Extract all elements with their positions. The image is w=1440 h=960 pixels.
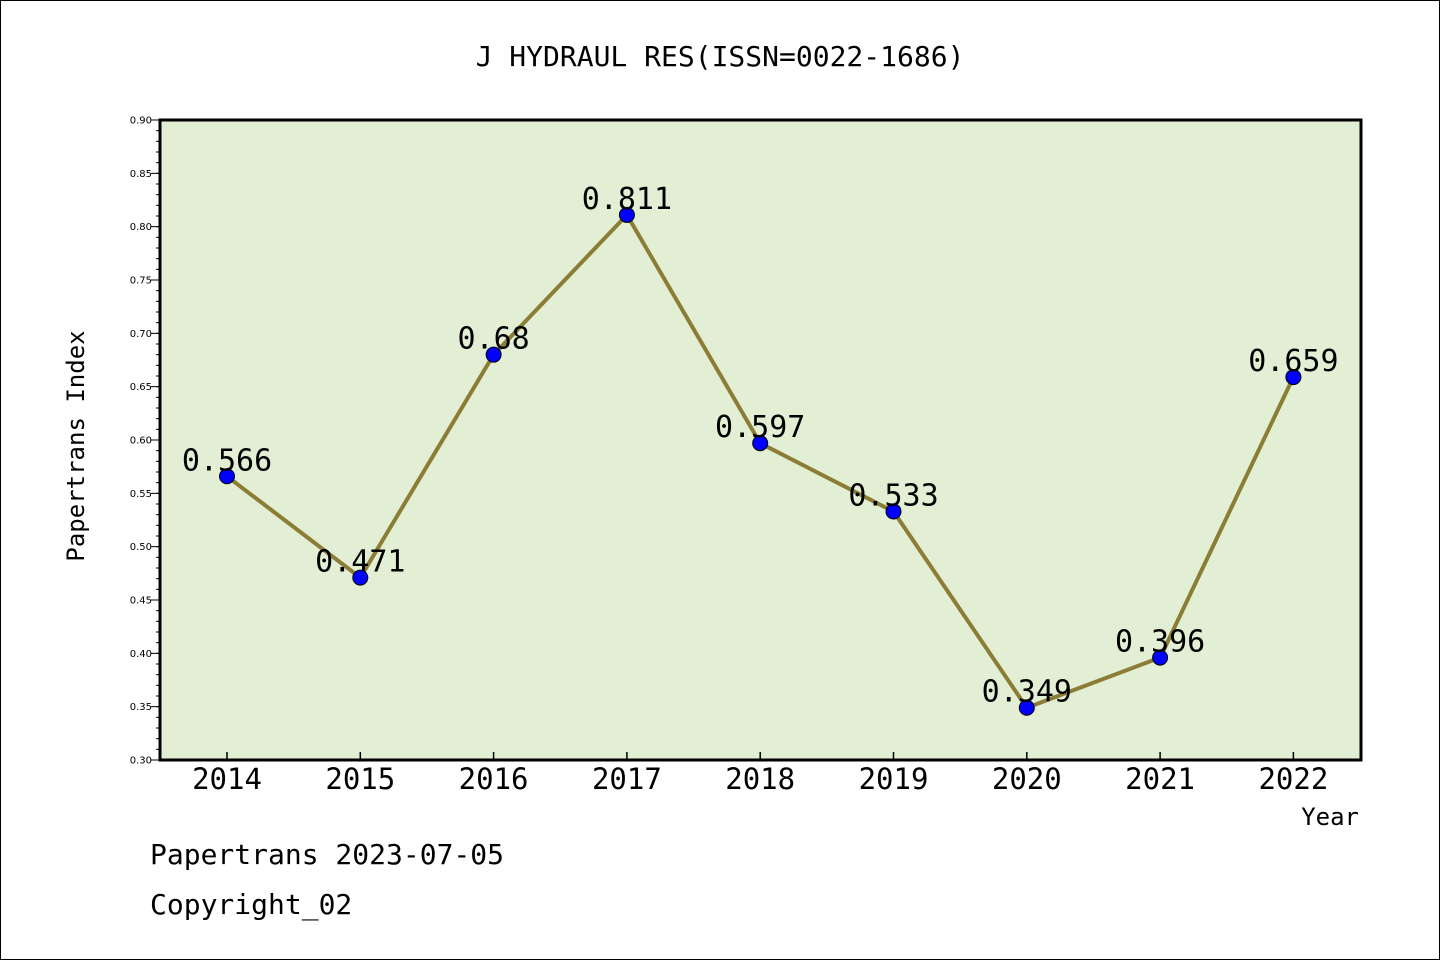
y-tick-label: 0.60 [130,436,152,447]
y-tick-labels: 0.30 0.35 0.40 0.45 0.50 0.55 0.60 0.65 0.70 0.75… [130,116,152,767]
x-tick-label: 2018 [725,762,795,796]
y-tick-label: 0.45 [130,596,152,607]
x-tick-label: 2017 [592,762,662,796]
y-axis-label: Papertrans Index [62,330,90,561]
data-points [219,206,1302,716]
y-tick-label: 0.85 [130,169,152,180]
data-point-2014 [219,468,235,485]
plot-border [158,118,1363,762]
y-tick-label: 0.90 [130,116,152,127]
x-axis-label: Year [1301,803,1359,831]
data-label-2014: 0.566 [182,443,272,478]
y-tick-label: 0.40 [130,649,152,660]
footer-copyright: Copyright_02 [150,888,352,922]
data-point-2021 [1152,649,1169,666]
data-point-2017 [618,206,635,223]
x-tick-label: 2016 [459,762,529,796]
data-point-2018 [752,435,769,452]
x-tick-label: 2021 [1125,762,1195,796]
y-tick-label: 0.75 [130,276,152,287]
x-tick-label: 2020 [992,762,1062,796]
data-point-2022 [1285,369,1302,386]
x-tick-label: 2015 [325,762,395,796]
data-label-2019: 0.533 [848,478,938,513]
y-tick-label: 0.55 [130,489,152,500]
data-label-2015: 0.471 [315,545,405,580]
footer-source: Papertrans 2023-07-05 [150,838,504,871]
x-tick-label: 2022 [1258,762,1328,796]
y-tick-label: 0.65 [130,382,152,393]
data-label-2021: 0.396 [1115,625,1205,660]
data-labels: 0.566 0.471 0.68 0.811 0.597 0.533 0.349 0.396 0… [182,182,1339,710]
x-tick-labels: 2014 2015 2016 2017 2018 2019 2020 2021 2022 [192,762,1328,796]
y-tick-label: 0.70 [130,329,152,340]
data-label-2017: 0.811 [582,182,672,217]
x-tick-label: 2019 [859,762,929,796]
data-label-2018: 0.597 [715,410,805,445]
y-tick-label: 0.35 [130,702,152,713]
x-tick-label: 2014 [192,762,262,796]
data-point-2020 [1018,699,1035,716]
y-tick-label: 0.30 [130,756,152,767]
data-label-2020: 0.349 [982,675,1072,710]
y-tick-label: 0.50 [130,542,152,553]
data-label-2016: 0.68 [457,322,529,357]
data-label-2022: 0.659 [1248,344,1338,379]
data-point-2015 [352,569,369,586]
chart-title: J HYDRAUL RES(ISSN=0022-1686) [476,40,965,73]
data-point-2019 [885,503,902,520]
data-point-2016 [485,346,502,363]
y-tick-label: 0.80 [130,222,152,233]
